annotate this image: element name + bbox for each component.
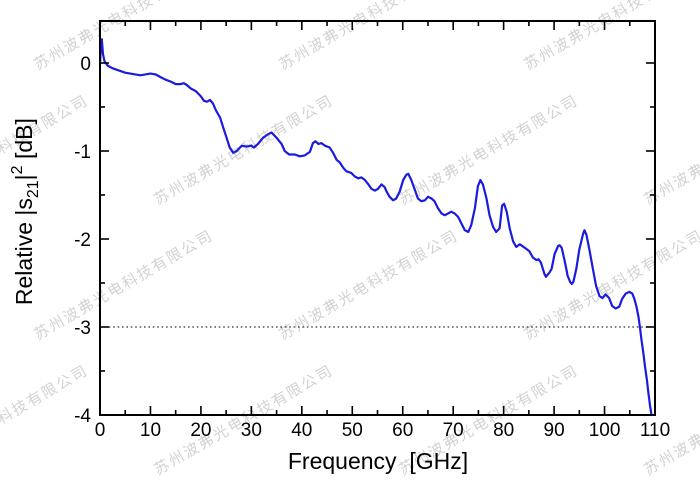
s21-curve xyxy=(98,38,653,417)
x-tick-label: 20 xyxy=(190,420,211,441)
axes-frame xyxy=(99,20,656,416)
plot-border xyxy=(99,20,656,416)
y-axis-title-subscript: 21 xyxy=(25,180,42,198)
y-axis-title-superscript: 2 xyxy=(9,165,26,174)
y-tick-label: 0 xyxy=(80,54,91,75)
x-tick-label: 10 xyxy=(140,420,161,441)
axis-ticks xyxy=(99,21,656,416)
y-axis-title-prefix: Relative |s xyxy=(11,198,37,305)
x-tick-label: 30 xyxy=(241,420,262,441)
x-tick-label: 100 xyxy=(589,420,621,441)
y-axis-title: Relative |s21|2 [dB] xyxy=(9,86,42,350)
y-axis-title-suffix: [dB] xyxy=(11,118,37,165)
x-tick-label: 110 xyxy=(640,420,670,441)
series-path xyxy=(98,38,653,417)
y-tick-label: -1 xyxy=(74,142,91,163)
x-tick-label: 80 xyxy=(493,420,514,441)
y-tick-label: -4 xyxy=(74,406,91,427)
x-tick-label: 50 xyxy=(342,420,363,441)
x-tick-label: 90 xyxy=(544,420,565,441)
x-tick-label: 60 xyxy=(392,420,413,441)
x-tick-labels: 0 10 20 30 40 50 60 70 80 90 100 110 xyxy=(95,420,670,441)
x-tick-label: 0 xyxy=(95,420,106,441)
x-tick-label: 40 xyxy=(291,420,312,441)
y-tick-labels: 0 -1 -2 -3 -4 xyxy=(74,54,91,427)
x-axis-title: Frequency [GHz] xyxy=(288,448,468,474)
y-axis-title-bar: | xyxy=(11,174,37,180)
x-tick-label: 70 xyxy=(443,420,464,441)
y-tick-label: -2 xyxy=(74,230,91,251)
y-tick-label: -3 xyxy=(74,318,91,339)
